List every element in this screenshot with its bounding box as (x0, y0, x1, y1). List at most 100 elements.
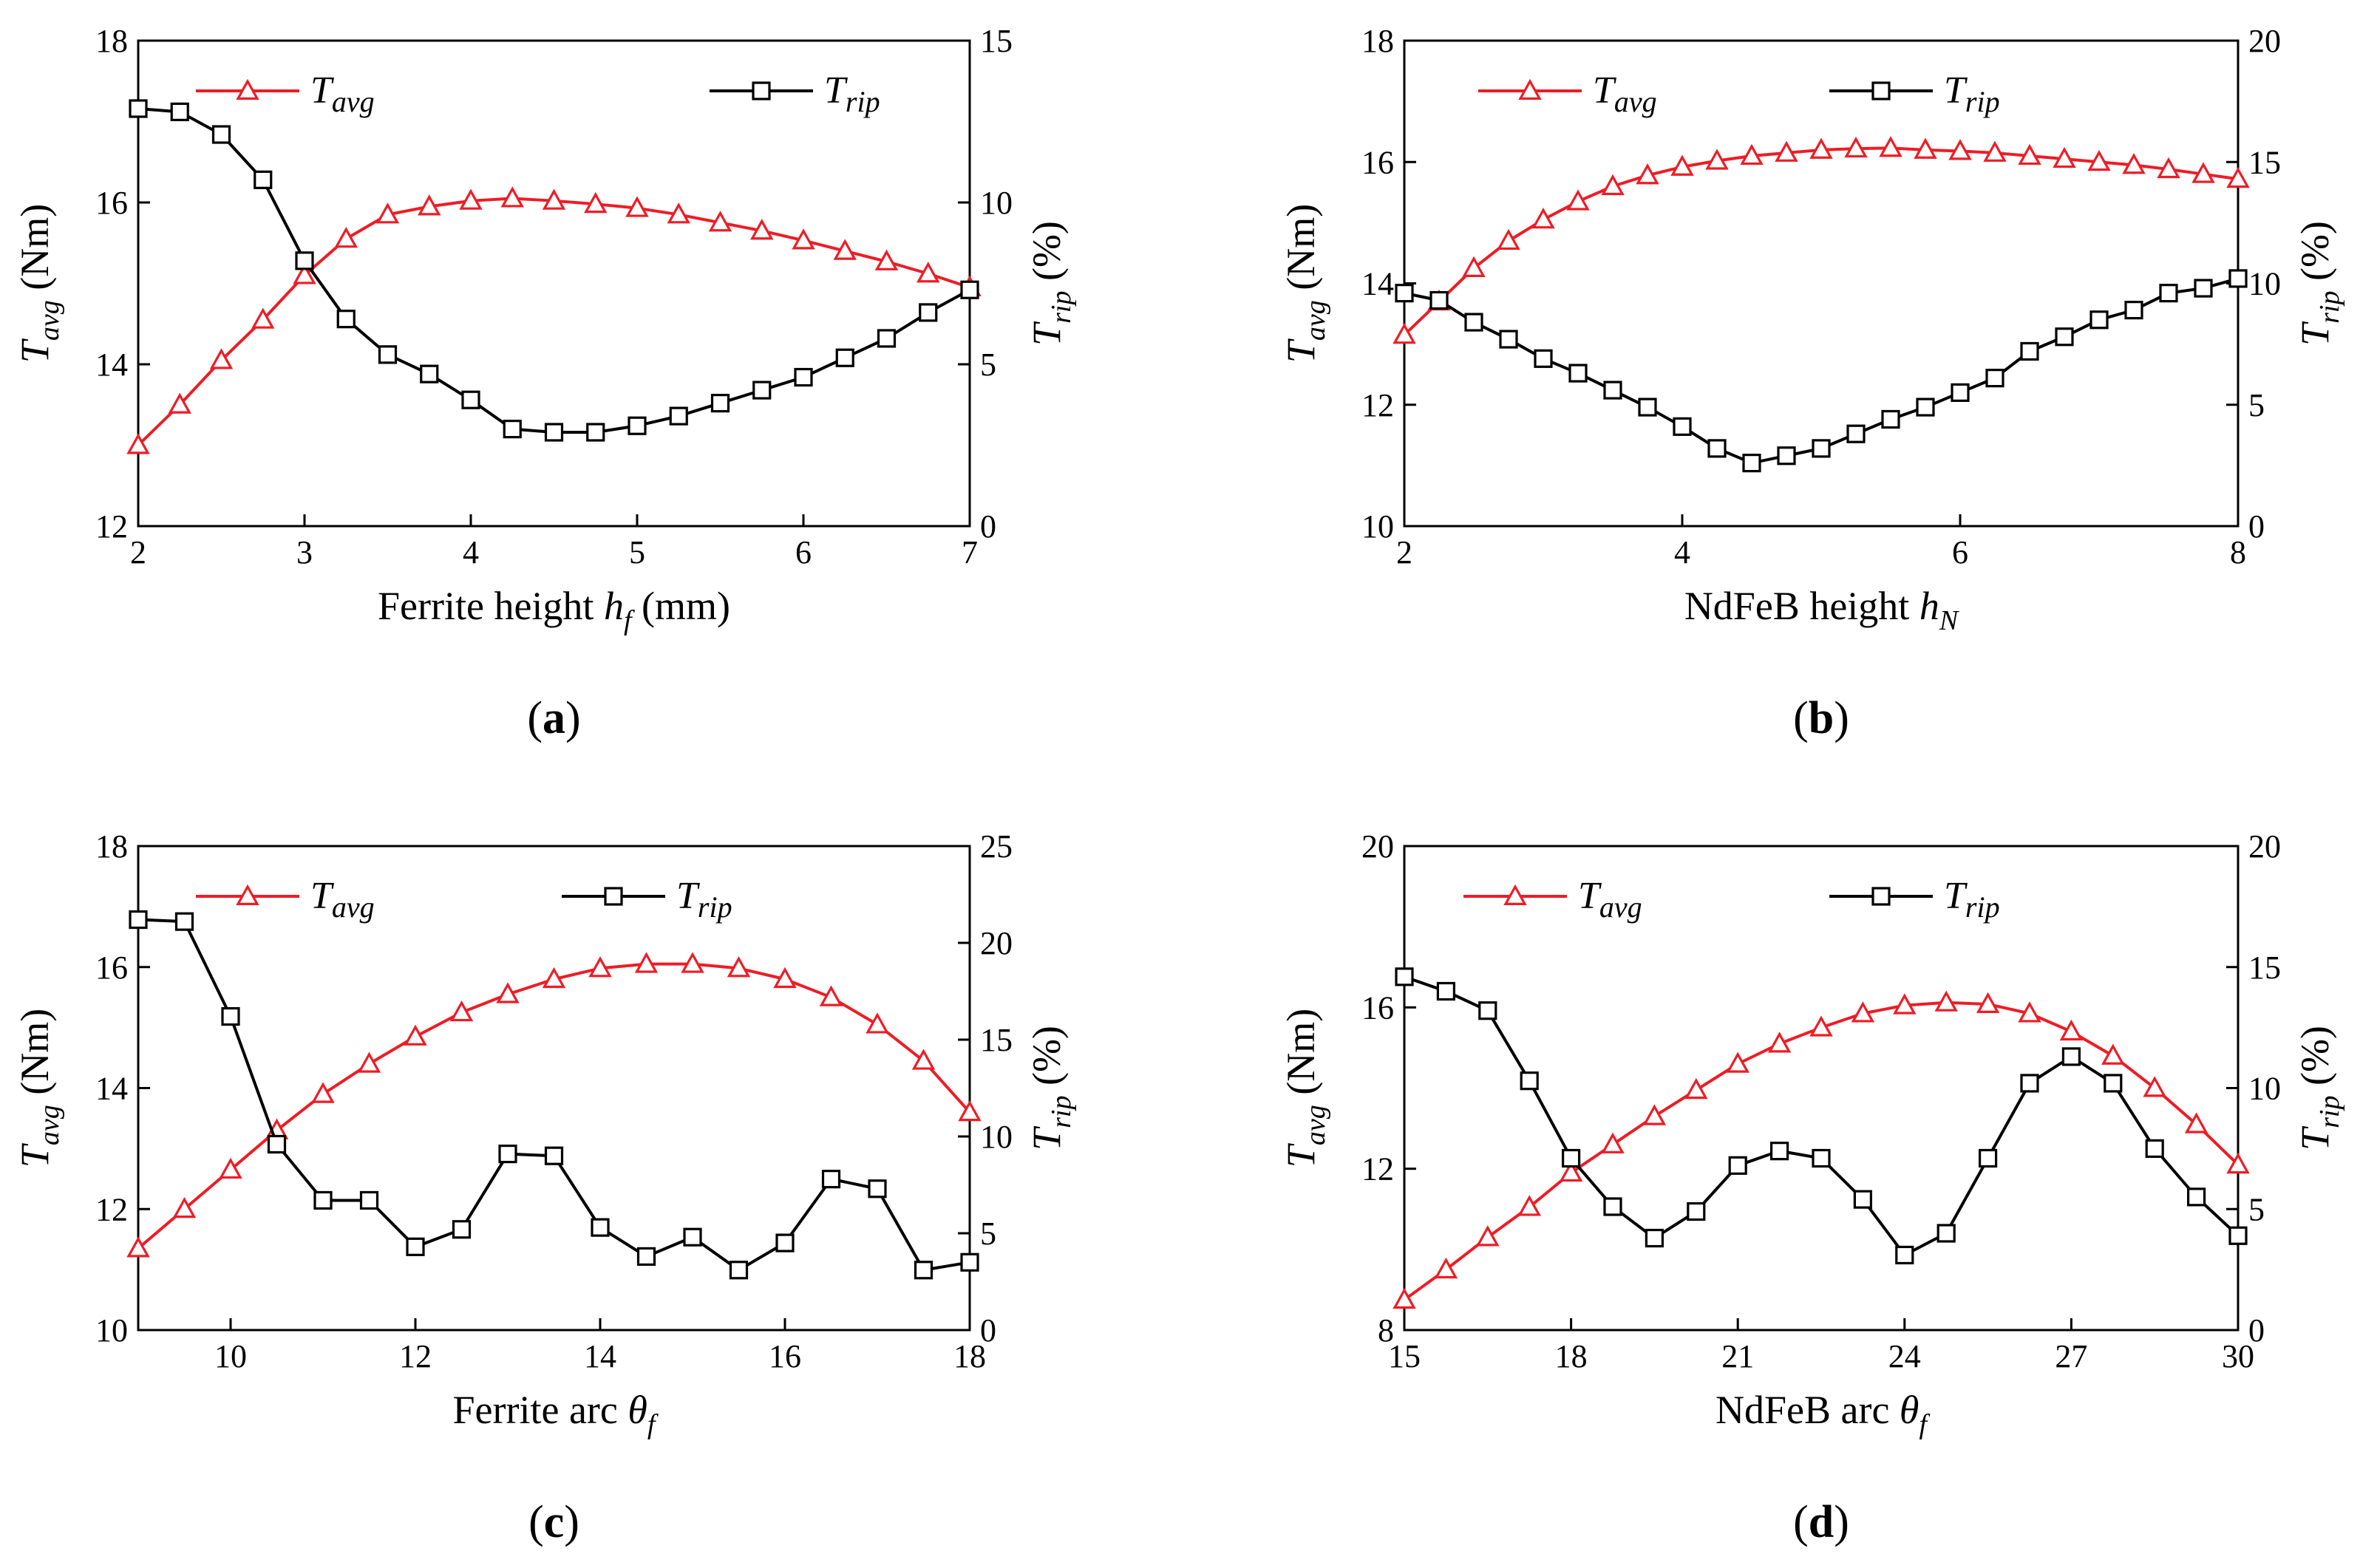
data-point-avg (1879, 136, 1902, 157)
y2-axis-title-sub: rip (1046, 1096, 1077, 1128)
x-tick-label: 7 (962, 534, 978, 570)
data-point-avg (1893, 993, 1917, 1015)
series-avg (1392, 136, 2250, 344)
x-axis-title: Ferrite arc θf (453, 1388, 659, 1440)
legend-label-sub: rip (846, 85, 880, 118)
series-rip (129, 910, 979, 1280)
y-tick-label: 12 (1361, 387, 1394, 423)
data-point-avg (1948, 139, 1972, 160)
x-axis-title-var: h (604, 584, 624, 628)
data-point-avg (2191, 162, 2215, 183)
data-point-rip (1499, 330, 1518, 349)
data-point-avg (219, 1157, 242, 1179)
data-point-avg (172, 1196, 197, 1218)
data-point-rip (1568, 364, 1588, 383)
legend-marker (604, 887, 623, 906)
data-point-avg (1851, 1001, 1875, 1023)
legend-label-var: T (1944, 875, 1968, 917)
data-point-rip (170, 102, 189, 121)
legend-label: Trip (1944, 69, 2000, 118)
panel-label-open: ( (1793, 693, 1809, 743)
data-point-rip (775, 1233, 795, 1252)
data-point-avg (584, 191, 608, 214)
data-point-rip (1936, 1224, 1956, 1243)
data-point-rip (2061, 1047, 2081, 1066)
y2-tick-label: 10 (980, 185, 1013, 221)
data-point-avg (1934, 990, 1958, 1012)
y2-axis-title: Trip (%) (1024, 221, 1077, 346)
data-point-rip (503, 419, 522, 439)
x-axis-title-sub: f (647, 1409, 659, 1440)
data-point-avg (251, 307, 275, 329)
data-point-rip (794, 367, 813, 387)
data-point-avg (1434, 1257, 1458, 1279)
y2-tick-label: 10 (2248, 1071, 2281, 1107)
data-point-avg (2059, 1019, 2084, 1041)
data-point-rip (636, 1247, 656, 1267)
data-point-rip (313, 1190, 333, 1210)
y-tick-label: 16 (95, 185, 128, 221)
data-point-rip (452, 1220, 472, 1239)
data-point-avg (2226, 1152, 2250, 1174)
series-line-avg (1403, 146, 2239, 336)
data-point-rip (710, 393, 730, 413)
data-point-avg (404, 1024, 427, 1046)
data-point-rip (254, 170, 273, 189)
data-point-rip (1770, 1142, 1789, 1161)
legend-label-sub: rip (1965, 890, 2000, 924)
y-tick-label: 16 (1361, 144, 1394, 180)
data-point-avg (1983, 140, 2007, 162)
legend-entry-avg: Tavg (196, 69, 375, 118)
y2-axis-title-var: T (2293, 321, 2337, 346)
y-tick-label: 18 (95, 23, 128, 59)
data-point-rip (461, 390, 480, 409)
data-point-rip (2020, 1074, 2039, 1093)
data-point-rip (174, 912, 194, 931)
data-point-rip (2055, 327, 2074, 347)
x-axis-title: Ferrite height hf (mm) (378, 584, 730, 636)
data-point-avg (681, 952, 704, 973)
y-axis-title: Tavg (Nm) (13, 204, 65, 363)
legend-entry-rip: Trip (710, 69, 880, 118)
data-point-avg (1636, 163, 1659, 185)
y2-axis-title: Trip (%) (2293, 221, 2345, 346)
y2-tick-label: 5 (980, 1216, 996, 1252)
data-point-avg (708, 211, 732, 232)
data-point-avg (334, 226, 358, 248)
y-axis-title-var: T (1279, 338, 1323, 363)
data-point-rip (2089, 310, 2109, 330)
x-axis-title-text: Ferrite arc (453, 1388, 628, 1432)
y2-axis-title-sub: rip (2314, 291, 2345, 324)
data-point-rip (1603, 1197, 1622, 1216)
y2-tick-label: 25 (980, 828, 1013, 865)
data-point-avg (1775, 140, 1798, 162)
y-axis-title-sub: avg (1300, 1105, 1331, 1145)
legend-entry-avg: Tavg (1478, 69, 1657, 118)
data-point-avg (1642, 1104, 1667, 1125)
data-point-rip (914, 1261, 934, 1280)
data-point-avg (209, 348, 234, 369)
data-point-rip (1777, 446, 1796, 466)
legend-entry-rip: Trip (1829, 69, 2000, 118)
data-point-rip (2159, 284, 2178, 303)
y-tick-label: 14 (1361, 266, 1394, 302)
data-point-rip (129, 99, 148, 118)
data-point-avg (1601, 1132, 1625, 1153)
data-point-rip (2020, 341, 2039, 361)
y-tick-label: 12 (95, 1191, 128, 1227)
data-point-rip (729, 1261, 749, 1280)
y-axis-title-unit: (Nm) (13, 204, 57, 300)
legend-label: Trip (824, 69, 880, 118)
data-point-avg (168, 392, 191, 414)
data-point-avg (2157, 157, 2180, 179)
data-point-rip (960, 280, 979, 299)
y-tick-label: 18 (95, 828, 128, 865)
data-point-rip (1985, 369, 2004, 388)
y-tick-label: 16 (1361, 989, 1394, 1026)
panel-label-close: ) (1834, 693, 1849, 743)
series-line-rip (1404, 277, 2239, 465)
y-axis-title-sub: avg (34, 1105, 65, 1145)
data-point-avg (1914, 137, 1937, 159)
